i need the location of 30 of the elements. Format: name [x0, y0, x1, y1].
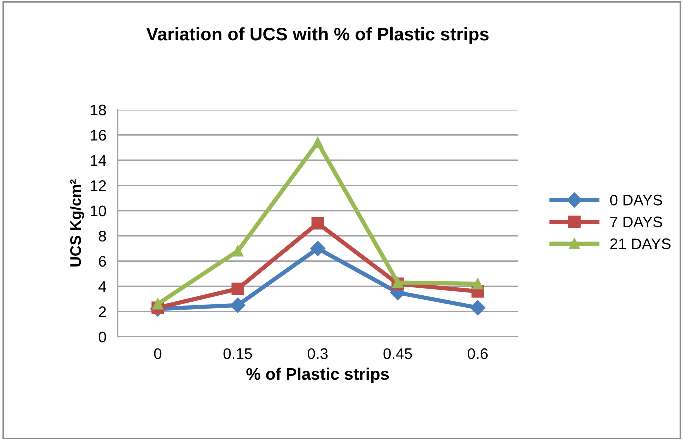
- point: [470, 300, 486, 316]
- point: [472, 278, 484, 290]
- point: [312, 217, 324, 230]
- legend-label: 7 DAYS: [610, 216, 662, 228]
- x-tick-label: 0.6: [468, 348, 488, 360]
- y-tick-label: 4: [98, 282, 106, 292]
- y-tick-label: 6: [99, 256, 106, 268]
- x-tick-label: 0: [154, 348, 162, 360]
- point: [232, 282, 244, 296]
- x-tick-label: 0.45: [384, 348, 412, 360]
- y-tick-label: 14: [91, 155, 106, 166]
- y-tick-label: 12: [91, 180, 106, 192]
- x-tick-label: 0.15: [224, 348, 252, 360]
- y-tick-label: 16: [91, 130, 106, 141]
- point: [152, 298, 164, 310]
- point: [310, 241, 326, 256]
- point: [230, 298, 246, 314]
- y-tick-label: 0: [98, 332, 106, 343]
- point: [312, 137, 324, 148]
- y-tick-label: 10: [91, 206, 106, 217]
- y-tick-label: 8: [99, 230, 106, 242]
- x-tick-label: 0.3: [308, 348, 328, 360]
- point: [232, 246, 244, 257]
- y-tick-label: 2: [99, 306, 106, 318]
- x-axis-title: % of Plastic strips: [246, 368, 390, 384]
- chart-title: Variation of UCS with % of Plastic strips: [146, 27, 489, 44]
- legend-label: 21 DAYS: [610, 238, 671, 250]
- y-tick-label: 18: [91, 104, 106, 116]
- legend-label: 0 DAYS: [610, 194, 662, 206]
- y-axis-title: UCS Kg/cm²: [70, 180, 84, 267]
